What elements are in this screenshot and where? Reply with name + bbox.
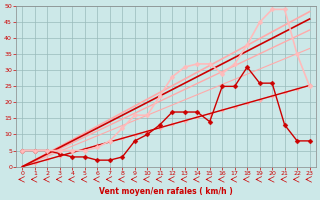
X-axis label: Vent moyen/en rafales ( km/h ): Vent moyen/en rafales ( km/h ) [99, 187, 233, 196]
